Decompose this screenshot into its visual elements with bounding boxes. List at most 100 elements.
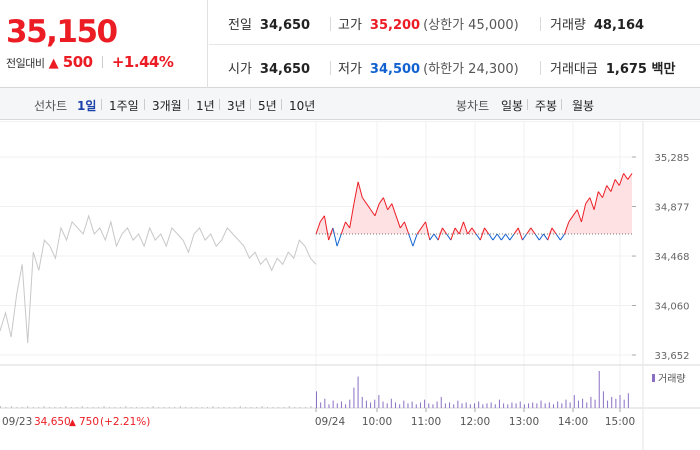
stat-divider bbox=[540, 61, 541, 75]
volume-bar bbox=[147, 407, 149, 408]
volume-bar bbox=[261, 406, 263, 408]
range-1day[interactable]: 1일 bbox=[77, 99, 97, 113]
price-segment bbox=[357, 181, 363, 198]
volume-bar bbox=[407, 403, 409, 408]
up-area-fill bbox=[316, 173, 632, 234]
volume-bar bbox=[365, 400, 367, 408]
stat-divider bbox=[330, 17, 331, 31]
stat-divider bbox=[330, 61, 331, 75]
volume-bar bbox=[607, 400, 609, 408]
volume-bar bbox=[357, 376, 359, 408]
price-segment bbox=[555, 233, 561, 241]
volume-bar bbox=[436, 401, 438, 408]
toolbar-divider bbox=[527, 99, 528, 110]
volume-bar bbox=[411, 401, 413, 408]
volume-bar bbox=[168, 407, 170, 408]
stat-limit: (상한가 45,000) bbox=[423, 18, 519, 33]
volume-bar bbox=[598, 371, 600, 408]
volume-bar bbox=[507, 404, 509, 408]
volume-bar bbox=[561, 403, 563, 408]
stat-trade-value: 거래대금 1,675 백만 bbox=[550, 58, 675, 77]
up-triangle-icon: ▲ bbox=[48, 56, 59, 71]
price-segment bbox=[323, 215, 330, 241]
volume-bar bbox=[532, 402, 534, 408]
price-segment bbox=[534, 233, 540, 241]
chart-grid bbox=[0, 120, 700, 450]
change-row: 전일대비 ▲ 500 +1.44% bbox=[6, 53, 174, 71]
candle-monthly[interactable]: 월봉 bbox=[572, 99, 595, 113]
price-segment bbox=[500, 233, 507, 241]
price-segment bbox=[597, 191, 603, 198]
range-3month[interactable]: 3개월 bbox=[152, 99, 182, 113]
price-segment bbox=[315, 221, 321, 235]
line-chart-label: 선차트 bbox=[34, 99, 68, 113]
candle-chart-label: 봉차트 bbox=[456, 99, 490, 113]
volume-bar bbox=[395, 402, 396, 408]
volume-bar bbox=[223, 407, 225, 408]
volume-bar bbox=[283, 407, 285, 408]
price-segment bbox=[391, 203, 397, 216]
volume-bar bbox=[152, 406, 154, 408]
stat-label: 저가 bbox=[338, 62, 362, 77]
volume-bar bbox=[378, 395, 380, 408]
volume-bar bbox=[163, 407, 165, 408]
price-segment bbox=[484, 227, 490, 235]
range-1year[interactable]: 1년 bbox=[196, 99, 215, 113]
stat-label: 고가 bbox=[338, 18, 362, 33]
volume-bar bbox=[577, 400, 579, 408]
range-5year[interactable]: 5년 bbox=[258, 99, 277, 113]
stat-divider bbox=[540, 17, 541, 31]
price-segment bbox=[614, 179, 620, 186]
price-segment bbox=[458, 221, 464, 235]
volume-bar bbox=[340, 401, 342, 408]
range-3year[interactable]: 3년 bbox=[227, 99, 246, 113]
price-segment bbox=[408, 233, 414, 247]
volume-bar bbox=[424, 399, 426, 408]
candle-daily[interactable]: 일봉 bbox=[501, 99, 524, 113]
volume-bar bbox=[528, 403, 530, 408]
price-chart[interactable]: 35,285 34,877 34,468 34,060 33,652 09/24 10:0… bbox=[0, 120, 700, 450]
price-segment bbox=[522, 233, 528, 241]
volume-bar bbox=[54, 407, 56, 408]
volume-legend-swatch bbox=[652, 374, 655, 382]
price-segment bbox=[509, 233, 515, 241]
stat-value: 1,675 백만 bbox=[605, 62, 676, 77]
range-10year[interactable]: 10년 bbox=[289, 99, 316, 113]
price-segment bbox=[467, 227, 473, 235]
price-segment bbox=[353, 181, 359, 204]
price-segment bbox=[420, 221, 426, 229]
stat-value: 34,500 bbox=[369, 62, 421, 77]
caption-percent: (+2.21%) bbox=[100, 416, 150, 428]
volume-bar bbox=[190, 407, 192, 408]
volume-bar bbox=[602, 391, 604, 408]
x-tick-label: 13:00 bbox=[509, 416, 539, 428]
prev-day-caption: 09/23 34,650▲ 750 (+2.21%) bbox=[2, 416, 150, 428]
price-segment bbox=[568, 215, 574, 223]
volume-bar bbox=[615, 398, 617, 408]
volume-bar bbox=[10, 406, 12, 408]
change-percent: +1.44% bbox=[111, 53, 174, 71]
volume-bar bbox=[469, 404, 471, 408]
stat-value: 35,200 bbox=[369, 18, 421, 33]
volume-bar bbox=[65, 406, 67, 408]
volume-bar bbox=[277, 407, 279, 408]
volume-bars bbox=[0, 371, 629, 408]
price-segment bbox=[526, 227, 532, 235]
volume-bar bbox=[70, 407, 72, 408]
price-segment bbox=[441, 227, 448, 235]
prev-close-label: 전일대비 bbox=[6, 57, 45, 70]
volume-bar bbox=[382, 401, 384, 408]
y-axis-ticks: 35,285 34,877 34,468 34,060 33,652 bbox=[632, 153, 690, 362]
price-segment bbox=[471, 227, 477, 235]
volume-bar bbox=[569, 402, 571, 408]
volume-bar bbox=[332, 400, 334, 408]
volume-bar bbox=[573, 395, 575, 408]
volume-bar bbox=[345, 404, 347, 408]
candle-weekly[interactable]: 주봉 bbox=[535, 99, 558, 113]
price-segment bbox=[492, 233, 498, 241]
volume-bar bbox=[478, 401, 480, 408]
volume-bar bbox=[349, 399, 351, 408]
caption-date: 09/23 bbox=[2, 416, 32, 428]
volume-bar bbox=[557, 401, 559, 408]
range-1week[interactable]: 1주일 bbox=[109, 99, 139, 113]
